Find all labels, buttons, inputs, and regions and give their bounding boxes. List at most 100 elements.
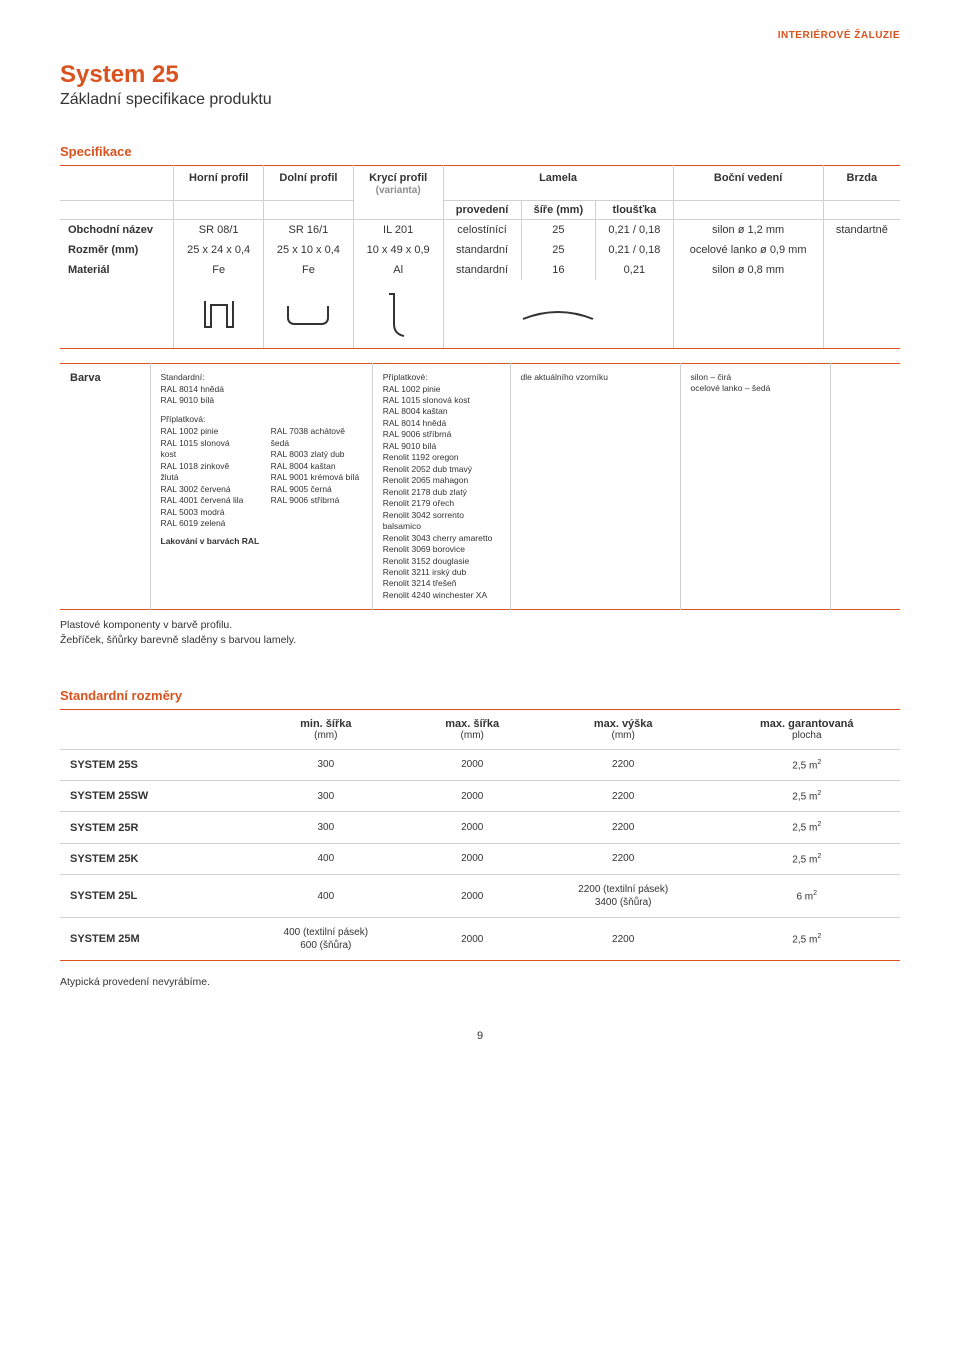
spec-cell: standardní <box>443 240 521 260</box>
dim-col-maxv-u: (mm) <box>543 730 704 741</box>
dim-cell: 2,5 m2 <box>714 749 900 780</box>
barva-vzornik: dle aktuálního vzorníku <box>521 372 670 383</box>
barva-kryci-cell: Příplatkové: RAL 1002 pinieRAL 1015 slon… <box>372 363 510 610</box>
notes: Plastové komponenty v barvě profilu. Žeb… <box>60 618 900 647</box>
spec-cell: 0,21 / 0,18 <box>596 240 673 260</box>
dim-cell: 300 <box>240 749 412 780</box>
spec-cell <box>823 240 900 260</box>
dim-cell: 400 <box>240 875 412 918</box>
dim-col-maxv: max. výška(mm) <box>533 709 714 749</box>
color-item: RAL 9006 stříbrná <box>271 495 362 506</box>
dim-cell: 2,5 m2 <box>714 918 900 961</box>
dim-row-name: SYSTEM 25S <box>60 749 240 780</box>
col-horni: Horní profil <box>174 166 264 201</box>
color-item: silon – čirá <box>691 372 820 383</box>
page-title: System 25 <box>60 61 900 89</box>
color-item: RAL 1002 pinie <box>161 426 246 437</box>
dim-cell: 2200 <box>533 843 714 874</box>
barva-vzornik-cell: dle aktuálního vzorníku <box>510 363 680 610</box>
color-item: RAL 8003 zlatý dub <box>271 449 362 460</box>
spec-cell: silon ø 0,8 mm <box>673 260 823 280</box>
dim-row-name: SYSTEM 25M <box>60 918 240 961</box>
color-item: RAL 9001 krémová bílá <box>271 472 362 483</box>
color-item: RAL 9010 bílá <box>161 395 362 406</box>
page-subtitle: Základní specifikace produktu <box>60 91 900 109</box>
dim-cell: 2000 <box>412 918 533 961</box>
barva-label: Barva <box>60 363 150 610</box>
spec-row-label: Materiál <box>60 260 174 280</box>
color-item: RAL 3002 červená <box>161 484 246 495</box>
dim-cell: 300 <box>240 812 412 843</box>
spec-cell: 25 x 24 x 0,4 <box>174 240 264 260</box>
atyp-note: Atypická provedení nevyrábíme. <box>60 975 900 990</box>
spec-cell: 0,21 <box>596 260 673 280</box>
dim-cell: 2200 <box>533 812 714 843</box>
barva-bocni-cell: silon – čiráocelové lanko – šedá <box>680 363 830 610</box>
dim-cell: 2,5 m2 <box>714 781 900 812</box>
color-item: RAL 8014 hnědá <box>383 418 500 429</box>
spec-cell: 25 x 10 x 0,4 <box>264 240 354 260</box>
spec-cell: ocelové lanko ø 0,9 mm <box>673 240 823 260</box>
color-item: Renolit 3214 třešeň <box>383 578 500 589</box>
subcol-provedeni: provedení <box>443 200 521 219</box>
color-item: Renolit 1192 oregon <box>383 452 500 463</box>
col-lamela: Lamela <box>443 166 673 201</box>
dim-cell: 2000 <box>412 749 533 780</box>
dim-col-maxs-u: (mm) <box>422 730 523 741</box>
dim-cell: 2200 <box>533 781 714 812</box>
color-item: RAL 1002 pinie <box>383 384 500 395</box>
spec-cell: Al <box>353 260 443 280</box>
barva-priplat-head: Příplatková: <box>161 414 362 424</box>
col-kryci-variant: (varianta) <box>376 185 421 196</box>
dim-col-min-u: (mm) <box>250 730 402 741</box>
barva-brzda-cell <box>830 363 900 610</box>
color-item: Renolit 2179 ořech <box>383 498 500 509</box>
spec-cell: celostínící <box>443 219 521 240</box>
color-item: Renolit 3069 borovice <box>383 544 500 555</box>
color-item: RAL 9010 bílá <box>383 441 500 452</box>
spec-cell: Fe <box>174 260 264 280</box>
spec-cell: silon ø 1,2 mm <box>673 219 823 240</box>
spec-cell: SR 08/1 <box>174 219 264 240</box>
color-item: RAL 1015 slonová kost <box>161 438 246 461</box>
spec-cell: standartně <box>823 219 900 240</box>
dim-col-maxp-u: plocha <box>724 730 890 741</box>
specifikace-heading: Specifikace <box>60 144 900 159</box>
dim-cell: 2000 <box>412 812 533 843</box>
dim-row-name: SYSTEM 25L <box>60 875 240 918</box>
barva-priplat2-head: Příplatkové: <box>383 372 500 382</box>
dim-row-name: SYSTEM 25R <box>60 812 240 843</box>
glyph-lamela <box>443 280 673 349</box>
color-item: RAL 5003 modrá <box>161 507 246 518</box>
spec-cell: 0,21 / 0,18 <box>596 219 673 240</box>
col-kryci-label: Krycí profil <box>369 172 427 184</box>
spec-cell: SR 16/1 <box>264 219 354 240</box>
spec-cell <box>823 260 900 280</box>
dim-cell: 2000 <box>412 781 533 812</box>
color-item: RAL 7038 achátově šedá <box>271 426 362 449</box>
dim-row-name: SYSTEM 25SW <box>60 781 240 812</box>
note-line-1: Plastové komponenty v barvě profilu. <box>60 618 900 633</box>
color-item: Renolit 3042 sorrento balsamico <box>383 510 500 533</box>
spec-row-label: Rozměr (mm) <box>60 240 174 260</box>
subcol-tloustka: tloušťka <box>596 200 673 219</box>
col-brzda: Brzda <box>823 166 900 201</box>
spec-cell: 25 <box>521 240 596 260</box>
barva-lakovani: Lakování v barvách RAL <box>161 536 362 547</box>
color-item: RAL 4001 červená lila <box>161 495 246 506</box>
barva-standard-head: Standardní: <box>161 372 362 382</box>
dim-cell: 400 <box>240 843 412 874</box>
color-item: Renolit 2178 dub zlatý <box>383 487 500 498</box>
color-item: RAL 1015 slonová kost <box>383 395 500 406</box>
glyph-kryci <box>353 280 443 349</box>
col-bocni: Boční vedení <box>673 166 823 201</box>
spec-cell: Fe <box>264 260 354 280</box>
section-topline: INTERIÉROVÉ ŽALUZIE <box>60 30 900 41</box>
dim-cell: 2,5 m2 <box>714 812 900 843</box>
page: INTERIÉROVÉ ŽALUZIE System 25 Základní s… <box>0 0 960 1082</box>
rozmery-table: . min. šířka(mm) max. šířka(mm) max. výš… <box>60 709 900 961</box>
dim-cell: 2200 <box>533 749 714 780</box>
color-item: Renolit 4240 winchester XA <box>383 590 500 601</box>
color-item: RAL 8004 kaštan <box>383 406 500 417</box>
barva-profil-cell: Standardní: RAL 8014 hnědáRAL 9010 bílá … <box>150 363 372 610</box>
